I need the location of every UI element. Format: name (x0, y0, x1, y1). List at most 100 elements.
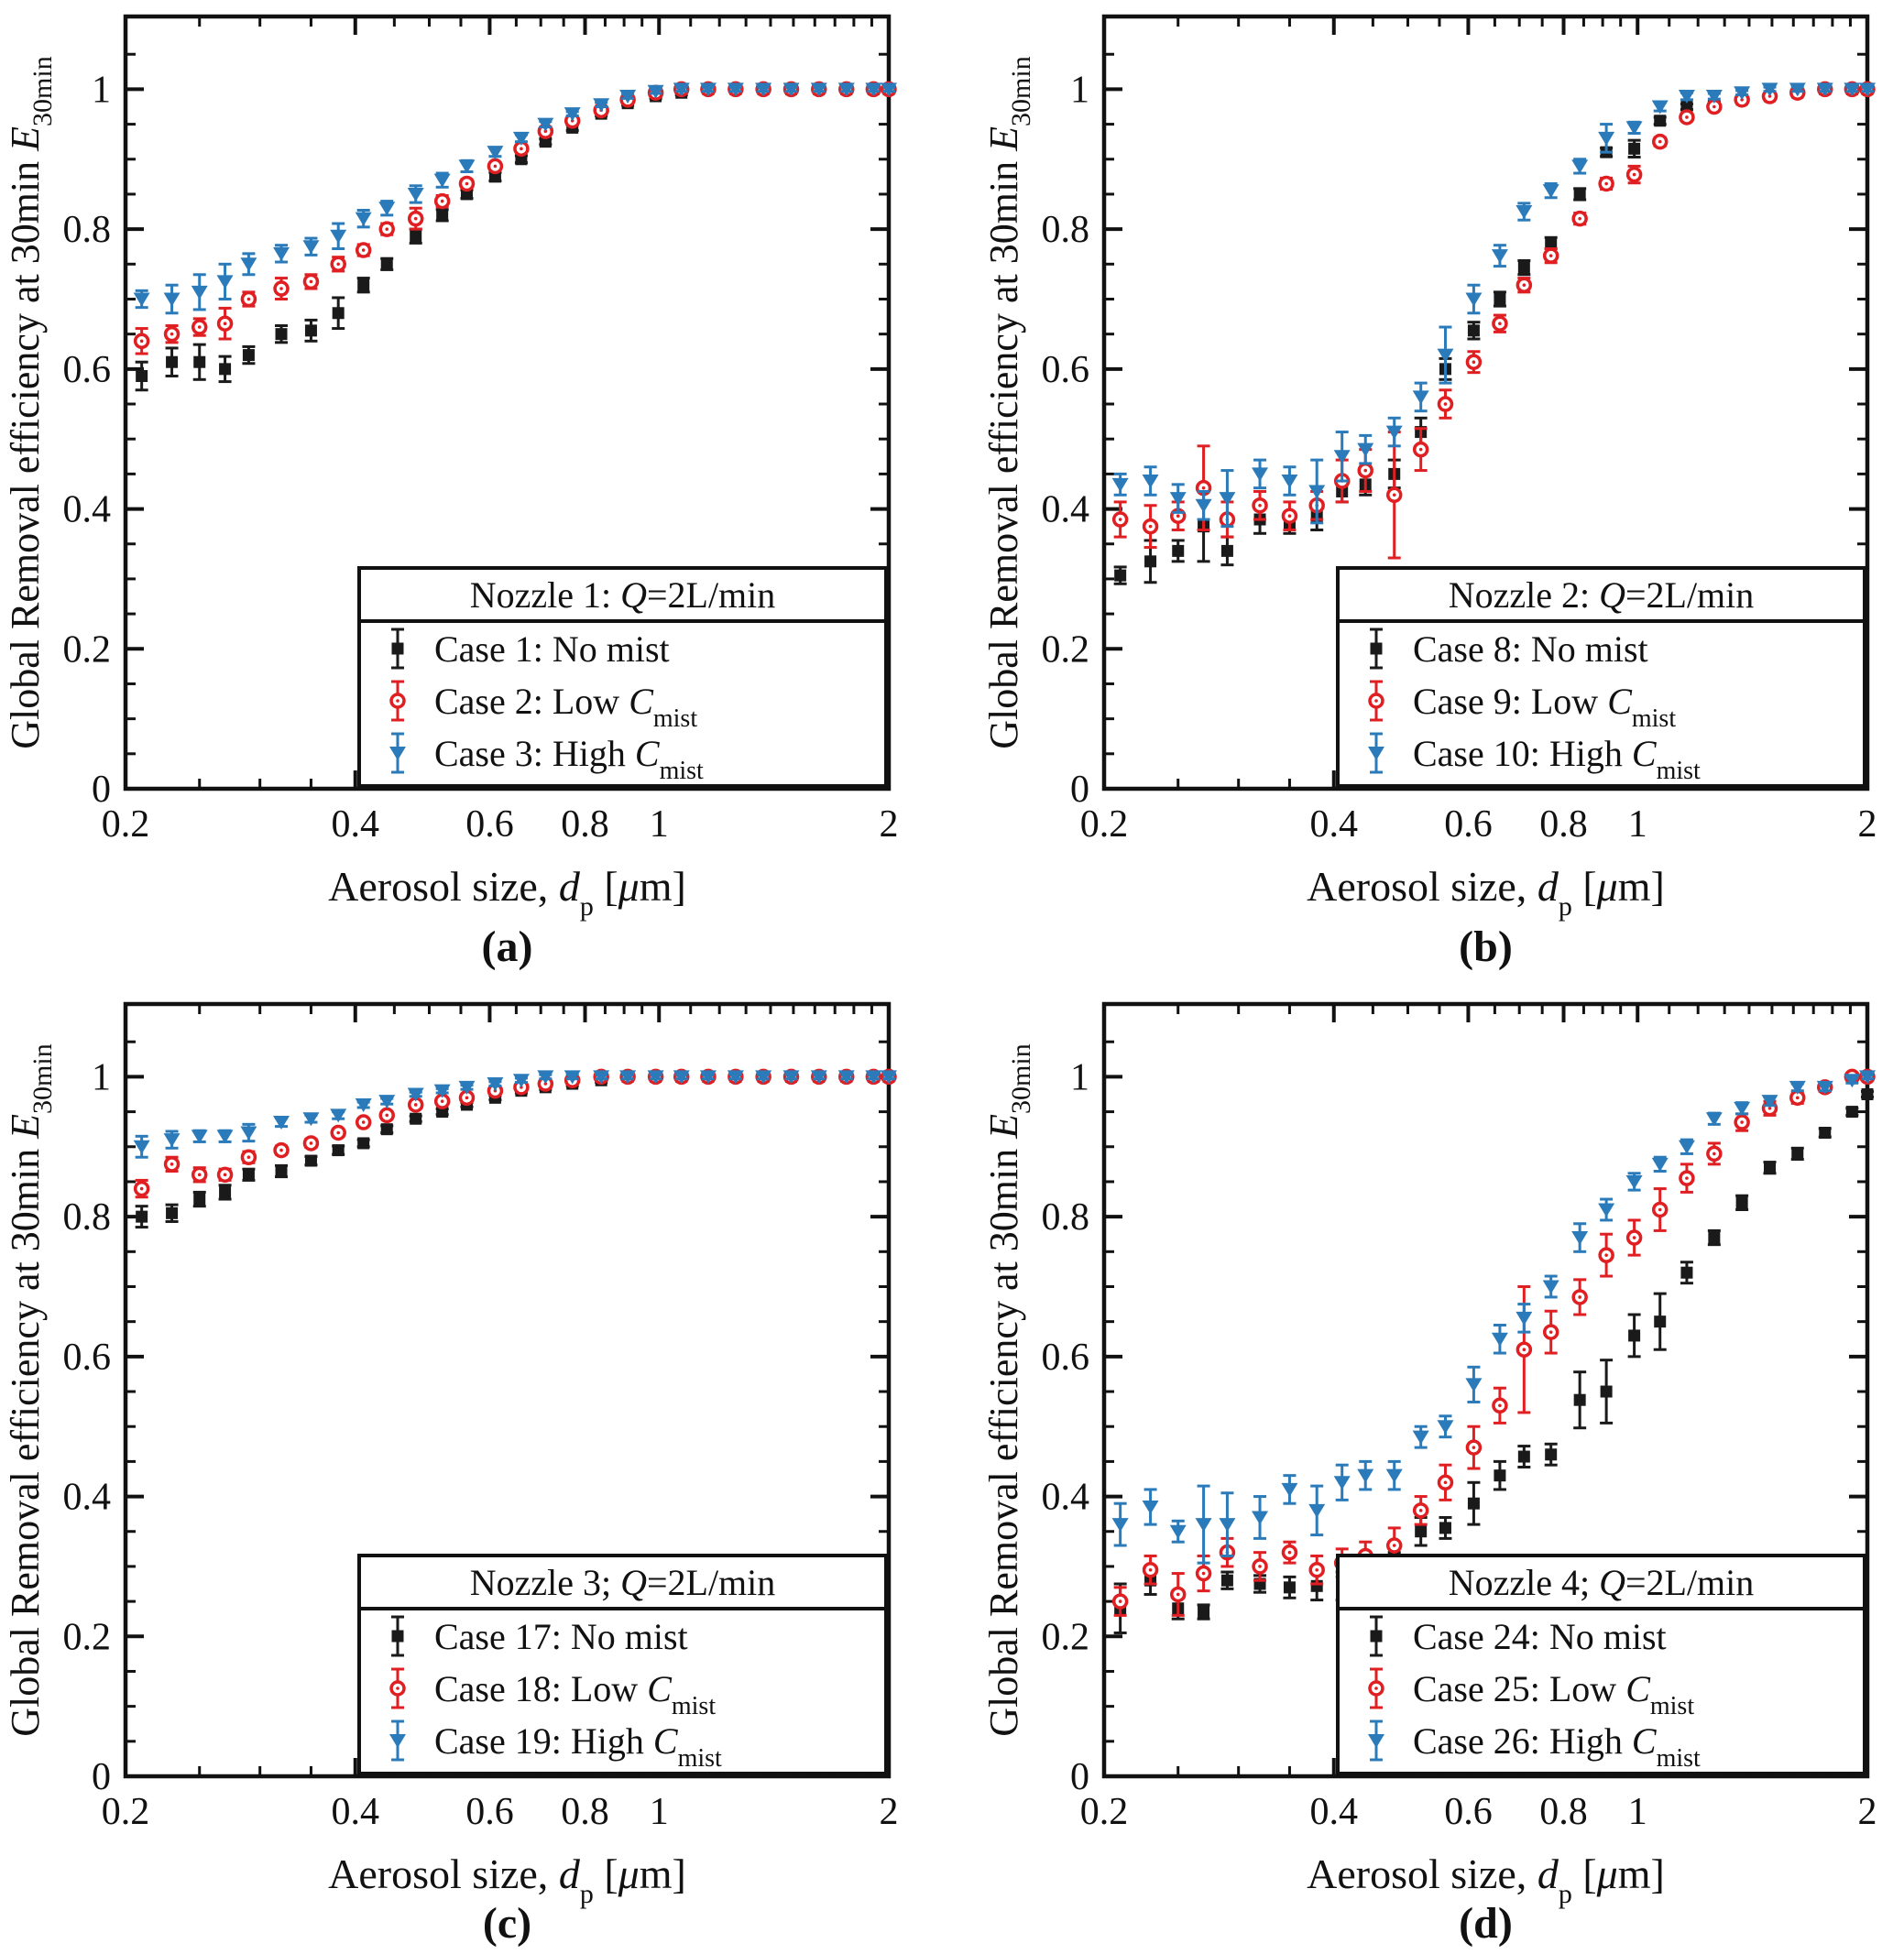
panel-a-sublabel: (a) (481, 922, 533, 971)
svg-text:0.2: 0.2 (1080, 803, 1129, 846)
svg-text:0.6: 0.6 (1042, 349, 1090, 391)
svg-text:0.8: 0.8 (1539, 1791, 1588, 1833)
legend-entry-label: Case 26: High Cmist (1413, 1720, 1701, 1773)
svg-text:0.6: 0.6 (63, 349, 112, 391)
svg-text:0.4: 0.4 (1042, 489, 1090, 531)
axis-ticks: 0.2 0.4 0.6 0.8 1 200.20.40.60.81 (1042, 1004, 1877, 1833)
legend-entry-label: Case 2: Low Cmist (434, 681, 697, 733)
svg-text:1: 1 (1628, 803, 1647, 846)
panel-d-sublabel: (d) (1459, 1899, 1513, 1948)
series-black-a (135, 82, 895, 392)
x-axis-label: Aerosol size, dp [μm] (1307, 1850, 1665, 1909)
legend-c: Nozzle 3; Q=2L/min Case 17: No mist Case 1… (357, 1554, 888, 1775)
svg-text:0.4: 0.4 (1310, 1791, 1359, 1833)
y-axis-label: Global Removal efficiency at 30min E30mi… (981, 56, 1036, 748)
panel-b-sublabel: (b) (1459, 922, 1513, 971)
svg-text:1: 1 (1070, 1056, 1089, 1098)
legend-a: Nozzle 1: Q=2L/min Case 1: No mist Case 2:… (357, 566, 888, 788)
svg-text:0.8: 0.8 (561, 1791, 609, 1833)
svg-text:0.8: 0.8 (1042, 209, 1090, 251)
panel-c: 0.2 0.4 0.6 0.8 1 2 0 0.2 0.4 0.6 0.8 1 Nozzle 3; Q=… (0, 995, 925, 1954)
svg-text:0.2: 0.2 (63, 1616, 112, 1658)
svg-text:0.6: 0.6 (63, 1337, 112, 1379)
svg-text:2: 2 (880, 1791, 899, 1833)
svg-text:0: 0 (92, 769, 111, 811)
svg-text:0.6: 0.6 (465, 1791, 514, 1833)
svg-text:0.2: 0.2 (63, 628, 112, 671)
series-red-a (133, 81, 897, 355)
svg-text:0: 0 (92, 1756, 111, 1798)
svg-text:0.2: 0.2 (102, 1791, 150, 1833)
panel-c-sublabel: (c) (482, 1899, 532, 1948)
panel-a: 0.2 0.4 0.6 0.8 1 2 0 0.2 0.4 0.6 0.8 1 Nozzle 1: Q=… (0, 7, 925, 974)
svg-text:1: 1 (650, 803, 669, 846)
series-black-c (135, 1070, 895, 1229)
series-blue-b (1111, 82, 1876, 529)
svg-text:0.4: 0.4 (332, 803, 380, 846)
svg-text:0.6: 0.6 (1444, 1791, 1493, 1833)
svg-text:0.4: 0.4 (1042, 1477, 1090, 1519)
panel-d: 0.2 0.4 0.6 0.8 1 2 0 0.2 0.4 0.6 0.8 1 Nozzle 4; Q=… (979, 995, 1904, 1954)
legend-entry-label: Case 25: Low Cmist (1413, 1668, 1694, 1720)
plot-frame (123, 14, 892, 791)
x-axis-label: Aerosol size, dp [μm] (328, 1850, 686, 1909)
series-blue-a (133, 82, 897, 315)
svg-text:1: 1 (1628, 1791, 1647, 1833)
plot-frame (1101, 1001, 1870, 1779)
svg-text:0.8: 0.8 (1042, 1196, 1090, 1239)
legend-entry-label: Case 9: Low Cmist (1413, 681, 1676, 733)
legend-title: Nozzle 4; Q=2L/min (1449, 1562, 1755, 1603)
svg-text:0.6: 0.6 (1444, 803, 1493, 846)
legend-entry-label: Case 18: Low Cmist (434, 1668, 716, 1720)
svg-text:0.8: 0.8 (63, 1196, 112, 1239)
legend-entry-label: Case 17: No mist (434, 1616, 688, 1657)
svg-text:1: 1 (1070, 69, 1089, 111)
plot-frame (1101, 14, 1870, 791)
legend-entry-label: Case 8: No mist (1413, 628, 1648, 670)
svg-text:0: 0 (1070, 769, 1089, 811)
svg-text:0.8: 0.8 (561, 803, 609, 846)
y-axis-label: Global Removal efficiency at 30min E30mi… (3, 1043, 58, 1736)
legend-title: Nozzle 3; Q=2L/min (470, 1562, 776, 1603)
legend-d: Nozzle 4; Q=2L/min Case 24: No mist Case 2… (1336, 1554, 1866, 1775)
svg-text:0.2: 0.2 (1042, 1616, 1090, 1658)
svg-text:0.4: 0.4 (1310, 803, 1359, 846)
svg-text:0.4: 0.4 (63, 1477, 112, 1519)
svg-text:1: 1 (92, 1056, 111, 1098)
svg-text:0.6: 0.6 (1042, 1337, 1090, 1379)
series-blue-c (133, 1070, 897, 1159)
svg-text:1: 1 (650, 1791, 669, 1833)
x-axis-label: Aerosol size, dp [μm] (328, 863, 686, 922)
svg-text:0.8: 0.8 (63, 209, 112, 251)
svg-text:0.4: 0.4 (332, 1791, 380, 1833)
svg-text:0.2: 0.2 (1080, 1791, 1129, 1833)
legend-entry-label: Case 3: High Cmist (434, 733, 704, 785)
legend-entry-label: Case 1: No mist (434, 628, 670, 670)
series-blue-d (1111, 1070, 1876, 1565)
legend-entry-label: Case 24: No mist (1413, 1616, 1667, 1657)
svg-text:0.6: 0.6 (465, 803, 514, 846)
x-axis-label: Aerosol size, dp [μm] (1307, 863, 1665, 922)
svg-text:2: 2 (880, 803, 899, 846)
legend-entry-label: Case 10: High Cmist (1413, 733, 1701, 785)
svg-text:0.8: 0.8 (1539, 803, 1588, 846)
svg-text:2: 2 (1858, 803, 1877, 846)
axis-ticks: 0.2 0.4 0.6 0.8 1 200.20.40.60.81 (63, 16, 899, 846)
legend-entry-label: Case 19: High Cmist (434, 1720, 722, 1773)
svg-text:0: 0 (1070, 1756, 1089, 1798)
svg-text:0.2: 0.2 (102, 803, 150, 846)
legend-b: Nozzle 2: Q=2L/min Case 8: No mist Case 9:… (1336, 566, 1866, 788)
svg-text:0.2: 0.2 (1042, 628, 1090, 671)
svg-text:1: 1 (92, 69, 111, 111)
plot-frame (123, 1001, 892, 1779)
panel-b: 0.2 0.4 0.6 0.8 1 2 0 0.2 0.4 0.6 0.8 1 Nozzle 2: Q=… (979, 7, 1904, 974)
y-axis-label: Global Removal efficiency at 30min E30mi… (981, 1043, 1036, 1736)
svg-text:0.4: 0.4 (63, 489, 112, 531)
y-axis-label: Global Removal efficiency at 30min E30mi… (3, 56, 58, 748)
svg-text:2: 2 (1858, 1791, 1877, 1833)
